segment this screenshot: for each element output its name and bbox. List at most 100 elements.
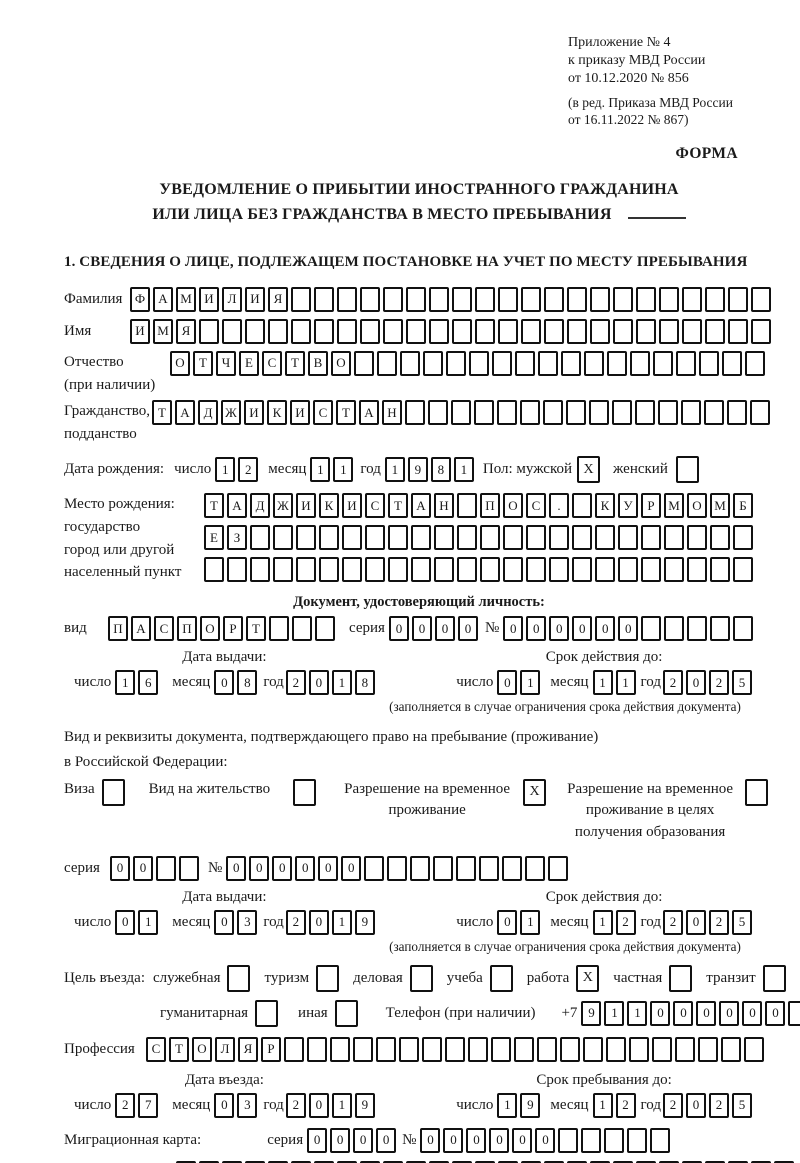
citizenship-char-box[interactable]	[428, 400, 448, 426]
citizenship-char-box[interactable]: И	[290, 400, 310, 426]
birth-place-char-box[interactable]	[319, 525, 339, 551]
surname-char-box[interactable]	[360, 286, 380, 312]
residence-number-box[interactable]	[387, 855, 408, 881]
birth-place-char-box[interactable]	[296, 525, 316, 551]
entry-day-box[interactable]: 2	[115, 1092, 136, 1118]
given-name-char-box[interactable]	[682, 318, 702, 344]
birth-place-char-box[interactable]	[411, 557, 431, 583]
citizenship-char-box[interactable]	[704, 400, 724, 426]
citizenship-char-box[interactable]: Д	[198, 400, 218, 426]
birth-place-char-box[interactable]	[434, 525, 454, 551]
birth-place-char-box[interactable]: Н	[434, 493, 454, 519]
representative-char-box[interactable]	[291, 1160, 311, 1163]
profession-char-box[interactable]	[330, 1036, 350, 1062]
doc-number-box[interactable]: 0	[526, 616, 547, 642]
sex-female-box[interactable]	[675, 456, 699, 484]
purpose-option-checkbox[interactable]	[334, 999, 358, 1027]
stay-day-box[interactable]: 9	[520, 1092, 541, 1118]
residence-number-box[interactable]	[364, 855, 385, 881]
given-name-char-box[interactable]	[498, 318, 518, 344]
surname-char-box[interactable]	[337, 286, 357, 312]
migration-number-box[interactable]: 0	[420, 1127, 441, 1153]
residence-number-box[interactable]	[502, 855, 523, 881]
birth-place-char-box[interactable]: Б	[733, 493, 753, 519]
birth-place-char-box[interactable]	[710, 557, 730, 583]
birth-place-char-box[interactable]	[664, 525, 684, 551]
birth-month-box[interactable]: 1	[333, 457, 354, 483]
birth-place-char-box[interactable]	[572, 525, 592, 551]
stay-year-box[interactable]: 2	[709, 1092, 729, 1118]
citizenship-char-box[interactable]	[497, 400, 517, 426]
birth-place-char-box[interactable]	[549, 525, 569, 551]
residence-number-box[interactable]	[479, 855, 500, 881]
citizenship-char-box[interactable]	[589, 400, 609, 426]
doc-type-char-box[interactable]: П	[108, 616, 128, 642]
birth-place-char-box[interactable]: О	[687, 493, 707, 519]
doc-type-char-box[interactable]: Т	[246, 616, 266, 642]
profession-char-box[interactable]	[744, 1036, 764, 1062]
doc-type-char-box[interactable]	[315, 616, 335, 642]
patronymic-char-box[interactable]	[676, 350, 696, 376]
purpose-option-checkbox[interactable]	[762, 964, 786, 992]
stay-year-box[interactable]: 5	[732, 1092, 752, 1118]
residence-issue-year-box[interactable]: 2	[285, 909, 306, 935]
patronymic-char-box[interactable]	[745, 350, 765, 376]
profession-char-box[interactable]	[606, 1036, 626, 1062]
residence-number-box[interactable]: 0	[226, 855, 247, 881]
representative-char-box[interactable]: 1	[176, 1160, 196, 1163]
surname-char-box[interactable]	[383, 286, 403, 312]
profession-char-box[interactable]: С	[146, 1036, 166, 1062]
birth-place-char-box[interactable]	[526, 557, 546, 583]
patronymic-char-box[interactable]: Ч	[216, 350, 236, 376]
representative-char-box[interactable]	[774, 1160, 794, 1163]
residence-expiry-year-box[interactable]: 2	[709, 909, 729, 935]
surname-char-box[interactable]: Л	[222, 286, 242, 312]
residence-series-box[interactable]: 0	[132, 855, 153, 881]
patronymic-char-box[interactable]: В	[308, 350, 328, 376]
surname-char-box[interactable]	[751, 286, 771, 312]
given-name-char-box[interactable]	[360, 318, 380, 344]
doc-issue-day-box[interactable]: 6	[138, 670, 159, 696]
birth-place-char-box[interactable]	[227, 557, 247, 583]
birth-place-char-box[interactable]	[664, 557, 684, 583]
citizenship-char-box[interactable]: А	[175, 400, 195, 426]
representative-char-box[interactable]: 2	[222, 1160, 242, 1163]
representative-char-box[interactable]	[567, 1160, 587, 1163]
patronymic-char-box[interactable]	[538, 350, 558, 376]
stay-day-box[interactable]: 1	[497, 1092, 518, 1118]
surname-char-box[interactable]	[636, 286, 656, 312]
representative-char-box[interactable]	[659, 1160, 679, 1163]
surname-char-box[interactable]: М	[176, 286, 196, 312]
profession-char-box[interactable]: Я	[238, 1036, 258, 1062]
birth-year-box[interactable]: 9	[407, 457, 428, 483]
given-name-char-box[interactable]	[475, 318, 495, 344]
phone-digit-box[interactable]: 0	[673, 1000, 694, 1026]
birth-place-char-box[interactable]	[342, 557, 362, 583]
residence-series-box[interactable]	[178, 855, 199, 881]
doc-series-box[interactable]: 0	[434, 616, 455, 642]
doc-expiry-year-box[interactable]: 2	[663, 670, 683, 696]
doc-expiry-year-box[interactable]: 2	[709, 670, 729, 696]
surname-char-box[interactable]	[613, 286, 633, 312]
given-name-char-box[interactable]: И	[130, 318, 150, 344]
migration-number-box[interactable]	[581, 1127, 602, 1153]
birth-place-char-box[interactable]	[733, 557, 753, 583]
profession-char-box[interactable]	[284, 1036, 304, 1062]
entry-month-box[interactable]: 0	[214, 1092, 235, 1118]
birth-place-char-box[interactable]: С	[526, 493, 546, 519]
surname-char-box[interactable]	[659, 286, 679, 312]
residence-number-box[interactable]: 0	[249, 855, 270, 881]
sex-male-box[interactable]: X	[577, 456, 601, 484]
doc-type-char-box[interactable]: С	[154, 616, 174, 642]
purpose-option-checkbox[interactable]	[489, 964, 513, 992]
birth-place-char-box[interactable]	[641, 525, 661, 551]
profession-char-box[interactable]	[537, 1036, 557, 1062]
citizenship-char-box[interactable]	[566, 400, 586, 426]
given-name-char-box[interactable]	[728, 318, 748, 344]
representative-char-box[interactable]	[544, 1160, 564, 1163]
birth-place-char-box[interactable]	[457, 525, 477, 551]
birth-place-char-box[interactable]	[388, 557, 408, 583]
citizenship-char-box[interactable]: Ж	[221, 400, 241, 426]
purpose-option-checkbox[interactable]	[409, 964, 433, 992]
migration-number-box[interactable]	[650, 1127, 671, 1153]
